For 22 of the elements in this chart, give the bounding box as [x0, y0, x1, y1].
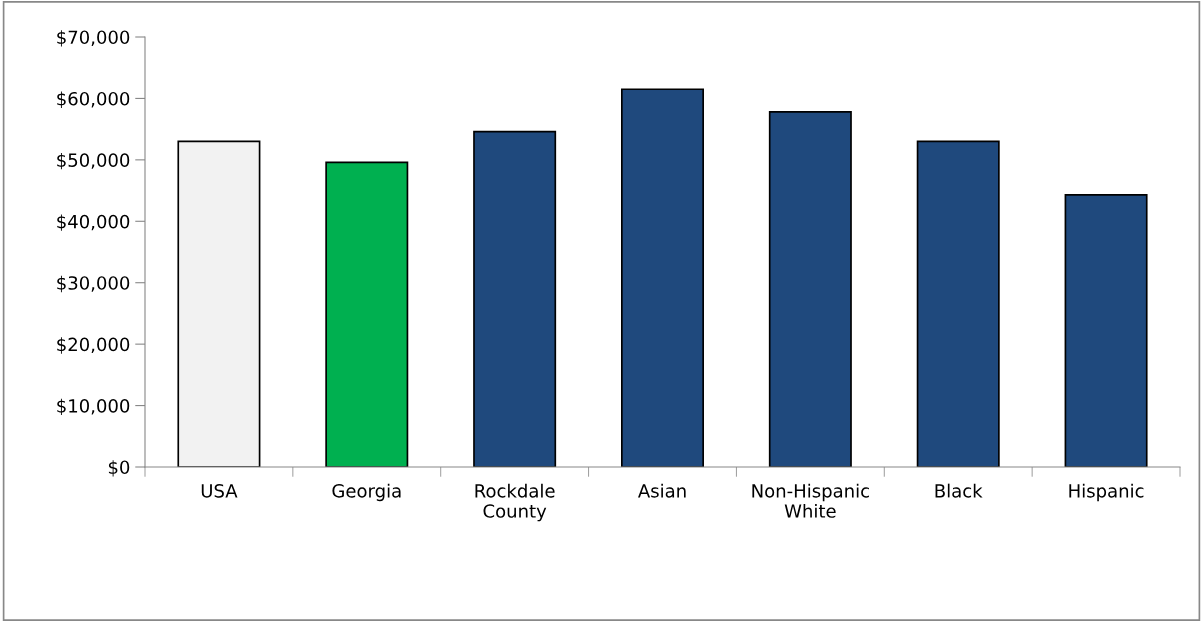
y-tick-label: $70,000 [57, 30, 130, 47]
x-tick-label: Non-Hispanic White [752, 483, 869, 518]
x-tick-label: Georgia [332, 483, 401, 502]
y-tick-label: $40,000 [57, 214, 130, 231]
bar [621, 88, 704, 467]
bar [1064, 194, 1148, 467]
x-tick-label: Hispanic [1069, 483, 1144, 502]
bar [177, 140, 261, 467]
y-tick-label: $60,000 [57, 91, 130, 108]
x-tick-label: Asian [638, 483, 686, 498]
x-tick-label: USA [201, 483, 238, 498]
bar [916, 140, 1000, 467]
y-tick-label: $20,000 [57, 337, 130, 354]
x-tick-label: Black [935, 483, 983, 498]
y-tick-label: $30,000 [57, 275, 130, 293]
bar [768, 111, 852, 467]
y-tick-label: $50,000 [57, 153, 130, 170]
bar [473, 130, 557, 467]
x-tick-label: Rockdale County [475, 483, 555, 522]
y-tick-label: $0 [108, 460, 130, 477]
y-tick-label: $10,000 [57, 398, 130, 416]
bar [325, 161, 409, 467]
